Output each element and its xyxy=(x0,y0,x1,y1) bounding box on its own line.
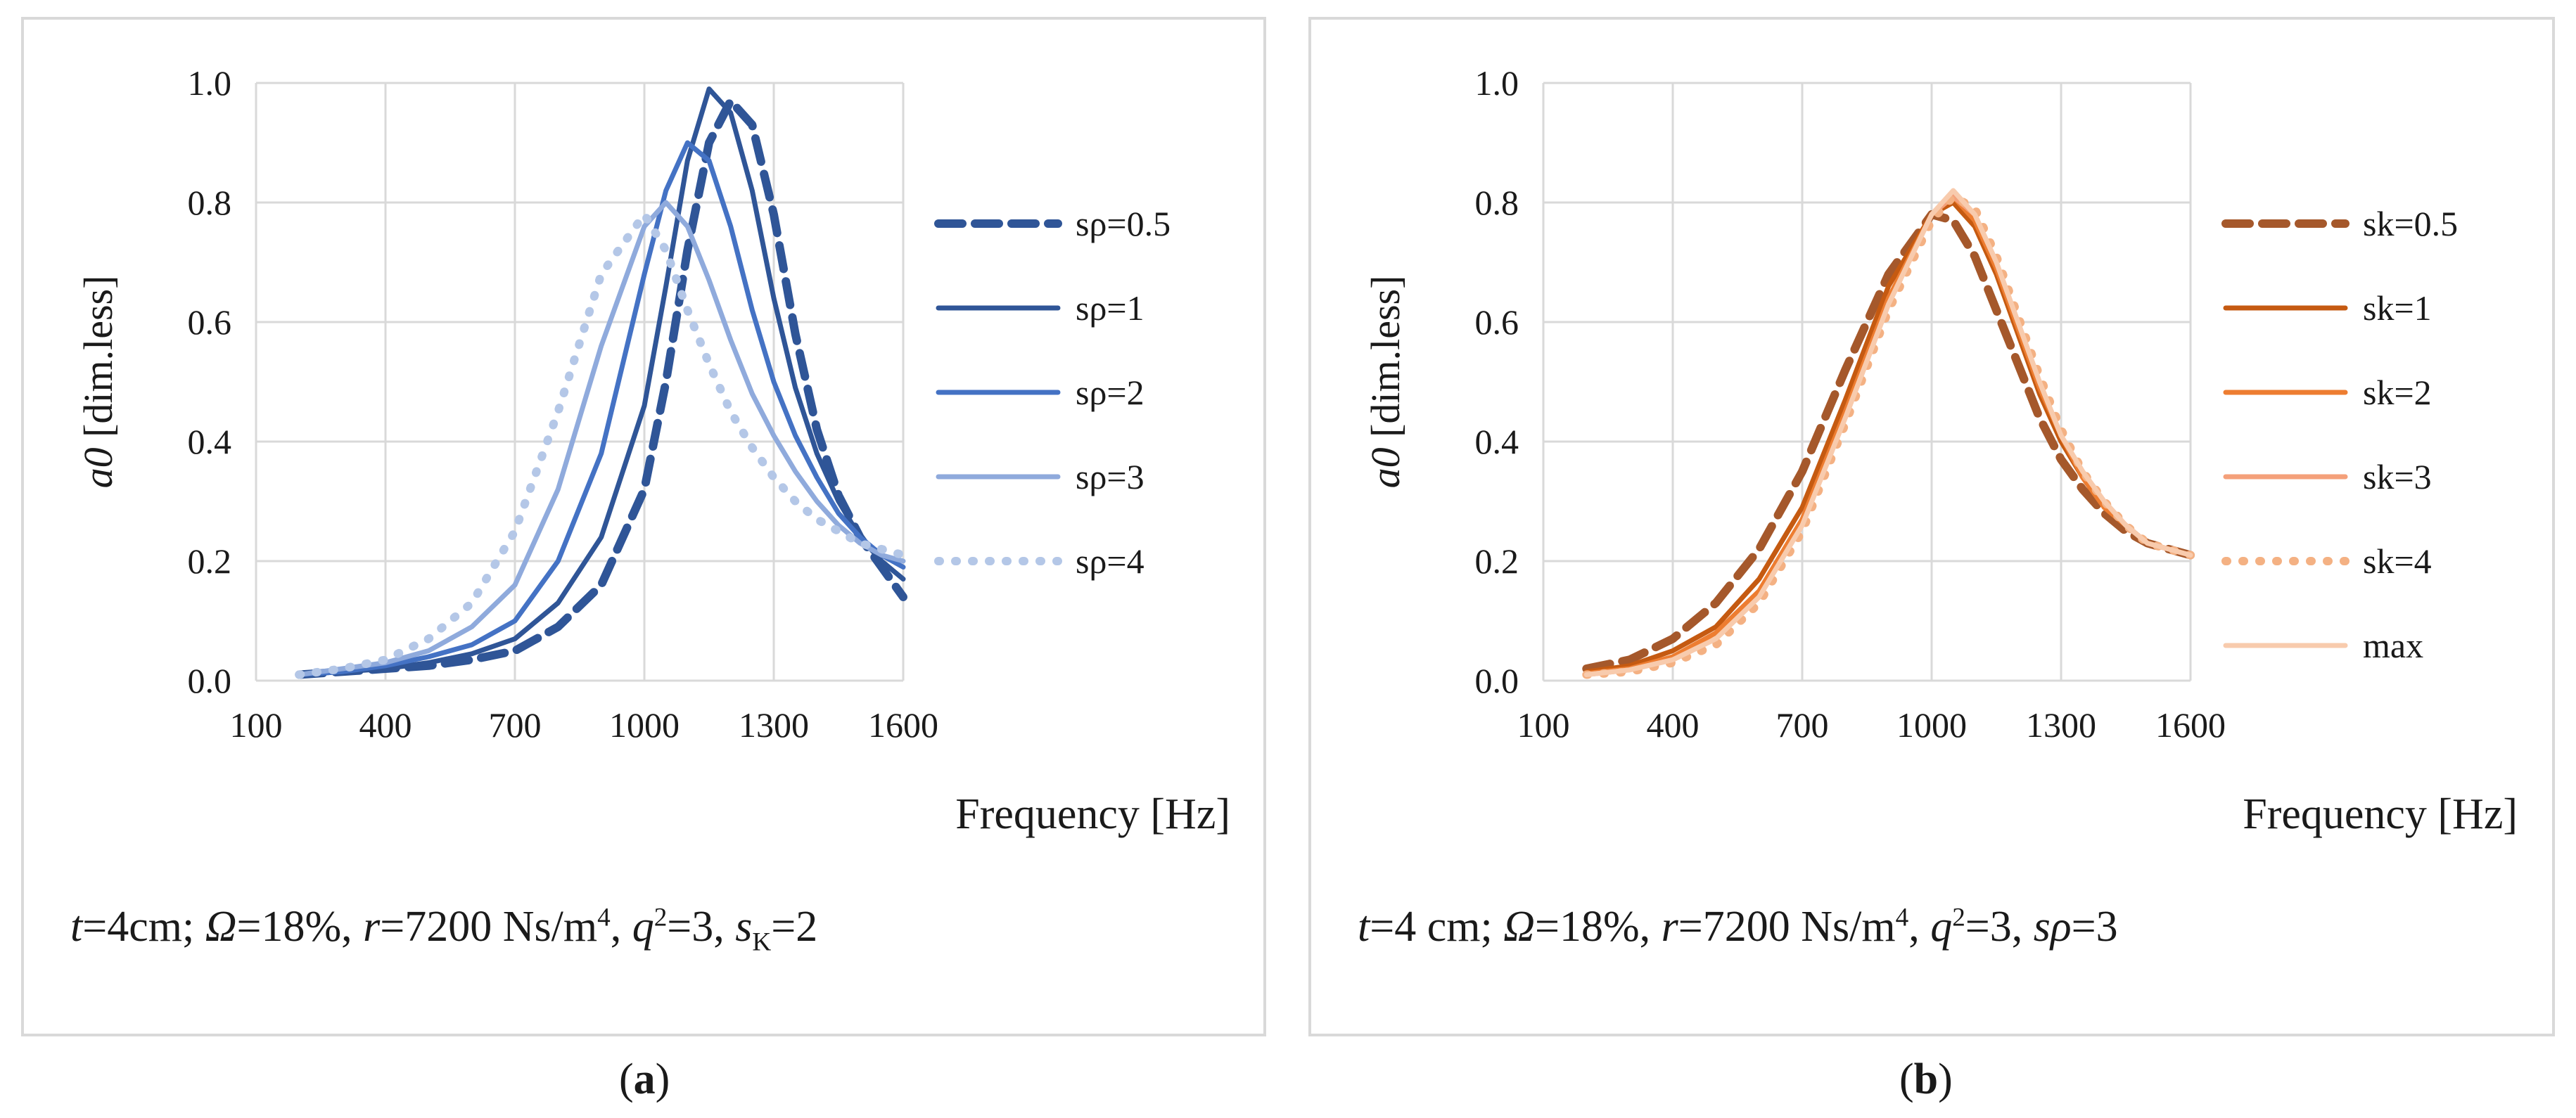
chart-a: 100 400 700 1000 1300 1600 0.0 0.2 0.4 0.6 0.8 1.0 a… xyxy=(75,63,1230,838)
caption-a-omega-val: =18%, xyxy=(236,903,364,951)
caption-a-r-val: =7200 Ns/m xyxy=(380,903,598,951)
legend-label: max xyxy=(2363,626,2423,665)
legend-label: sk=1 xyxy=(2363,288,2432,328)
caption-b-q-exp: 2 xyxy=(1952,903,1965,932)
series-line xyxy=(295,210,907,679)
caption-b-t: t xyxy=(1358,903,1370,951)
legend-label: sk=0.5 xyxy=(2363,204,2458,243)
caption-a-r-exp: 4 xyxy=(597,903,611,932)
y-tick-label: 0.4 xyxy=(1475,422,1519,461)
y-tick-label: 0.4 xyxy=(188,422,232,461)
series-line xyxy=(295,96,907,679)
caption-a-q-exp: 2 xyxy=(653,903,668,932)
series-line xyxy=(1582,210,2195,673)
y-tick-label: 0.6 xyxy=(1475,302,1519,342)
x-tick-label: 400 xyxy=(359,705,412,745)
y-tick-label: 0.8 xyxy=(1475,183,1519,222)
series-line xyxy=(296,86,906,677)
y-axis-label: a0 [dim.less] xyxy=(1363,276,1408,489)
y-tick-label: 0.6 xyxy=(188,302,232,342)
caption-a-r: r xyxy=(363,903,381,951)
grid xyxy=(1542,82,2192,682)
x-tick-label: 1300 xyxy=(739,705,809,745)
caption-a-q: q xyxy=(632,903,654,951)
caption-b-s: sρ xyxy=(2033,903,2072,951)
x-tick-label: 100 xyxy=(230,705,283,745)
y-axis-label-unit: [dim.less] xyxy=(75,276,121,448)
x-tick-label: 1000 xyxy=(609,705,680,745)
caption-a-s-sub: K xyxy=(752,927,772,957)
caption-b-r-exp: 4 xyxy=(1895,903,1909,932)
caption-b-t-val: =4 cm; xyxy=(1370,903,1504,951)
caption-a-t-val: =4cm; xyxy=(82,903,205,951)
x-tick-label: 700 xyxy=(489,705,542,745)
panel-label-b: (b) xyxy=(1899,1055,1953,1103)
caption-a-t: t xyxy=(70,903,83,951)
legend-label: sρ=1 xyxy=(1076,288,1144,328)
caption-b-s-val: =3 xyxy=(2071,903,2118,951)
caption-b-q-val: =3, xyxy=(1965,903,2034,951)
caption-b-q: q xyxy=(1930,903,1953,951)
caption-b-sep: , xyxy=(1908,903,1931,951)
series-line xyxy=(1583,188,2193,677)
caption-b-r-val: =7200 Ns/m xyxy=(1678,903,1896,951)
y-axis-label-var: a0 xyxy=(1363,447,1408,488)
y-tick-label: 1.0 xyxy=(188,63,232,103)
x-tick-label: 1600 xyxy=(2155,705,2226,745)
legend-label: sρ=4 xyxy=(1076,541,1144,581)
y-tick-label: 0.0 xyxy=(188,661,232,700)
chart-b: 100 400 700 1000 1300 1600 0.0 0.2 0.4 0.6 0.8 1.0 a… xyxy=(1363,63,2518,838)
caption-b: t=4 cm; Ω=18%, r=7200 Ns/m4, q2=3, sρ=3 xyxy=(1358,902,2118,952)
series-line xyxy=(296,140,906,677)
caption-a-s-val: =2 xyxy=(771,903,818,951)
grid xyxy=(255,82,905,682)
y-tick-label: 0.2 xyxy=(188,541,232,581)
caption-a-omega: Ω xyxy=(205,903,237,951)
caption-a: t=4cm; Ω=18%, r=7200 Ns/m4, q2=3, sK=2 xyxy=(70,902,818,955)
y-tick-label: 1.0 xyxy=(1475,63,1519,103)
series-line xyxy=(296,200,906,677)
x-axis-label: Frequency [Hz] xyxy=(955,790,1230,838)
y-tick-label: 0.0 xyxy=(1475,661,1519,700)
x-tick-label: 100 xyxy=(1517,705,1570,745)
panel-label-a: (a) xyxy=(619,1055,670,1103)
x-tick-label: 1600 xyxy=(868,705,938,745)
caption-b-omega-val: =18%, xyxy=(1535,903,1662,951)
x-tick-label: 400 xyxy=(1647,705,1700,745)
x-tick-label: 1300 xyxy=(2026,705,2096,745)
y-tick-label: 0.2 xyxy=(1475,541,1519,581)
caption-b-r: r xyxy=(1661,903,1678,951)
y-tick-label: 0.8 xyxy=(188,183,232,222)
chart-panel-a: 100 400 700 1000 1300 1600 0.0 0.2 0.4 0.6 0.8 1.0 a… xyxy=(21,17,1266,1036)
y-axis-label-unit: [dim.less] xyxy=(1363,276,1408,448)
y-axis-label: a0 [dim.less] xyxy=(75,276,121,489)
legend-label: sρ=0.5 xyxy=(1076,204,1171,243)
x-axis-label: Frequency [Hz] xyxy=(2243,790,2518,838)
caption-a-q-val: =3, xyxy=(667,903,736,951)
caption-b-omega: Ω xyxy=(1503,903,1536,951)
legend-label: sk=4 xyxy=(2363,541,2432,581)
x-tick-label: 700 xyxy=(1776,705,1829,745)
legend-label: sk=2 xyxy=(2363,373,2432,412)
chart-panel-b: 100 400 700 1000 1300 1600 0.0 0.2 0.4 0.6 0.8 1.0 a… xyxy=(1308,17,2555,1036)
legend-label: sρ=3 xyxy=(1076,457,1144,496)
caption-a-sep: , xyxy=(610,903,632,951)
caption-a-s: s xyxy=(735,903,753,951)
x-tick-label: 1000 xyxy=(1896,705,1967,745)
legend-label: sk=3 xyxy=(2363,457,2432,496)
legend-label: sρ=2 xyxy=(1076,373,1144,412)
y-axis-label-var: a0 xyxy=(75,447,121,488)
